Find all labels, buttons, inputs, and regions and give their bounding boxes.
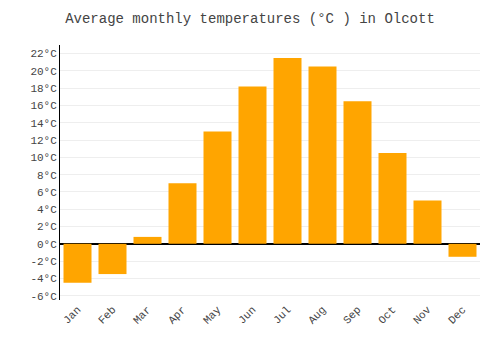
svg-text:0°C: 0°C — [37, 239, 57, 251]
svg-text:Average monthly temperatures (: Average monthly temperatures (°C ) in Ol… — [65, 11, 435, 27]
svg-text:2°C: 2°C — [37, 221, 57, 233]
svg-text:-2°C: -2°C — [30, 256, 57, 268]
svg-text:4°C: 4°C — [37, 204, 57, 216]
svg-text:8°C: 8°C — [37, 170, 57, 182]
svg-text:16°C: 16°C — [30, 100, 57, 112]
svg-text:Jan: Jan — [61, 304, 83, 326]
svg-text:22°C: 22°C — [30, 48, 57, 60]
svg-text:Nov: Nov — [411, 304, 434, 327]
svg-text:18°C: 18°C — [30, 83, 57, 95]
svg-text:Jul: Jul — [271, 304, 293, 326]
svg-text:14°C: 14°C — [30, 118, 57, 130]
svg-text:12°C: 12°C — [30, 135, 57, 147]
svg-text:-6°C: -6°C — [30, 291, 57, 303]
svg-text:Feb: Feb — [96, 304, 118, 326]
svg-text:6°C: 6°C — [37, 187, 57, 199]
svg-text:Dec: Dec — [446, 304, 468, 326]
svg-text:Mar: Mar — [131, 304, 153, 326]
svg-text:Sep: Sep — [341, 304, 363, 326]
svg-text:10°C: 10°C — [30, 152, 57, 164]
svg-text:-4°C: -4°C — [30, 273, 57, 285]
svg-text:Apr: Apr — [166, 304, 188, 326]
svg-text:Aug: Aug — [306, 304, 328, 326]
svg-text:20°C: 20°C — [30, 66, 57, 78]
svg-text:Jun: Jun — [236, 304, 258, 326]
svg-text:May: May — [201, 304, 224, 327]
svg-text:Oct: Oct — [376, 304, 398, 326]
